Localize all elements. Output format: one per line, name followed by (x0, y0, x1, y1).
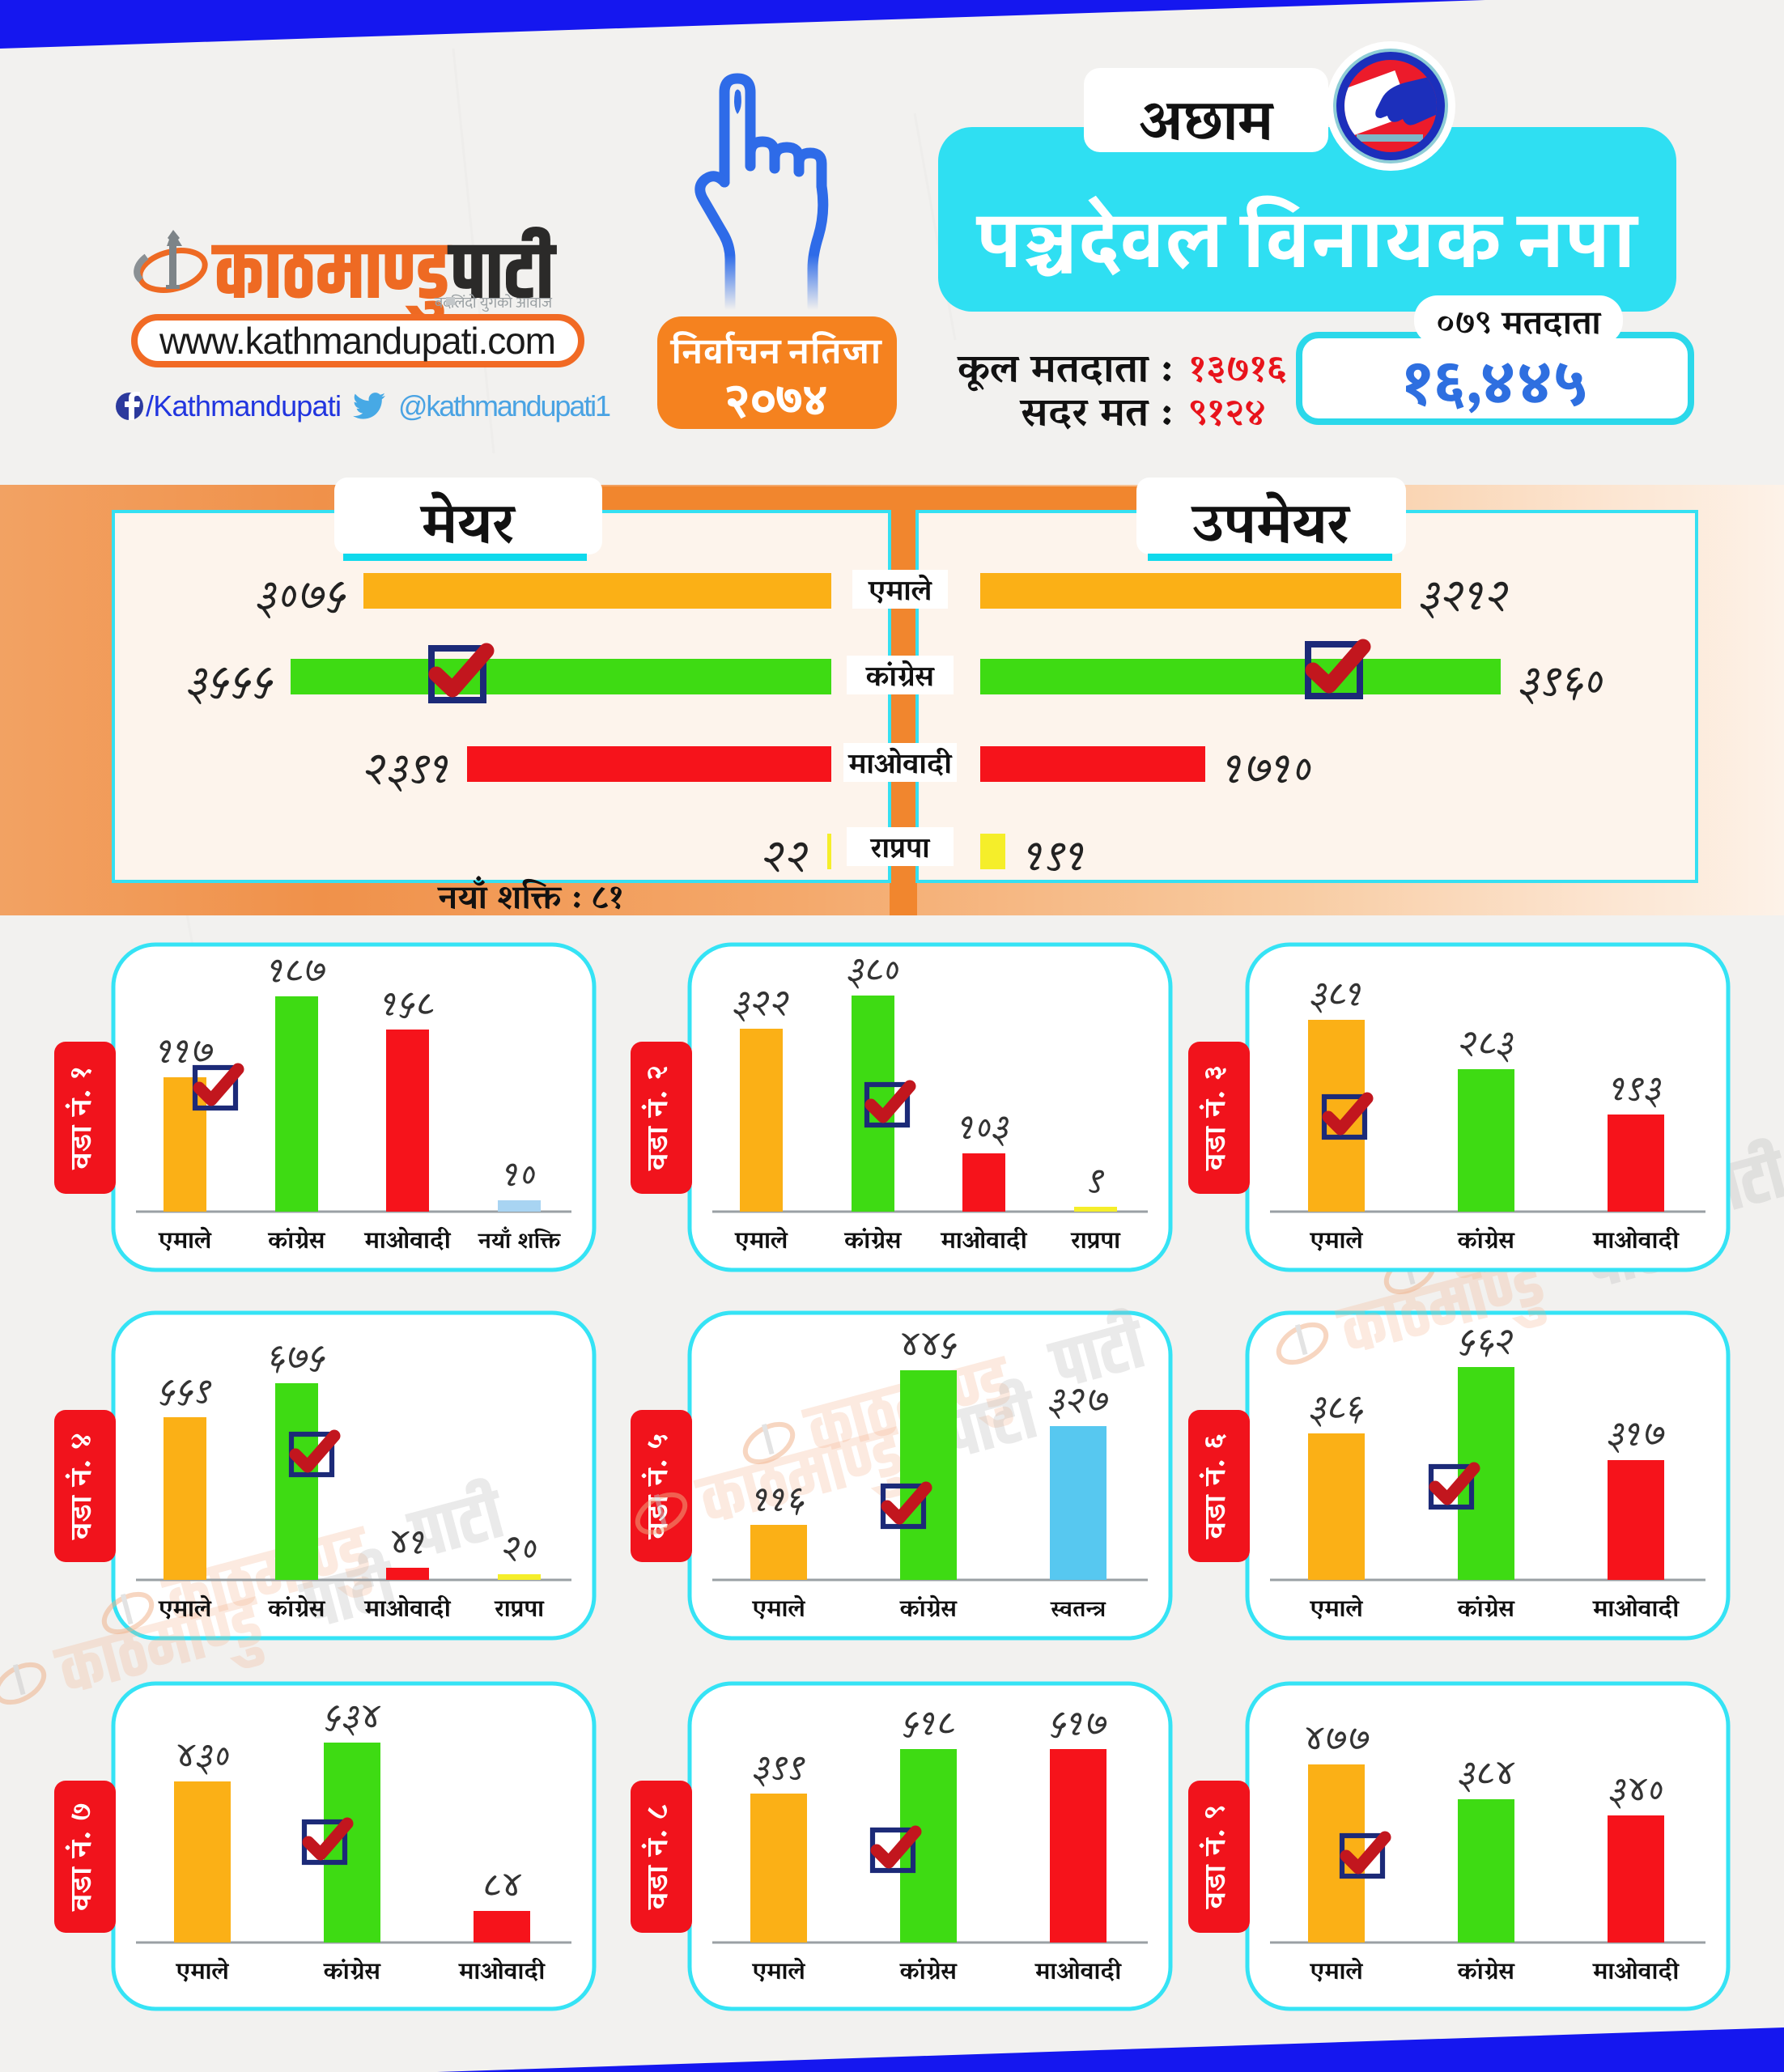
svg-text:/Kathmandupati: /Kathmandupati (146, 389, 342, 422)
svg-text:@kathmandupati1: @kathmandupati1 (398, 389, 611, 422)
svg-text:www.kathmandupati.com: www.kathmandupati.com (159, 320, 556, 362)
